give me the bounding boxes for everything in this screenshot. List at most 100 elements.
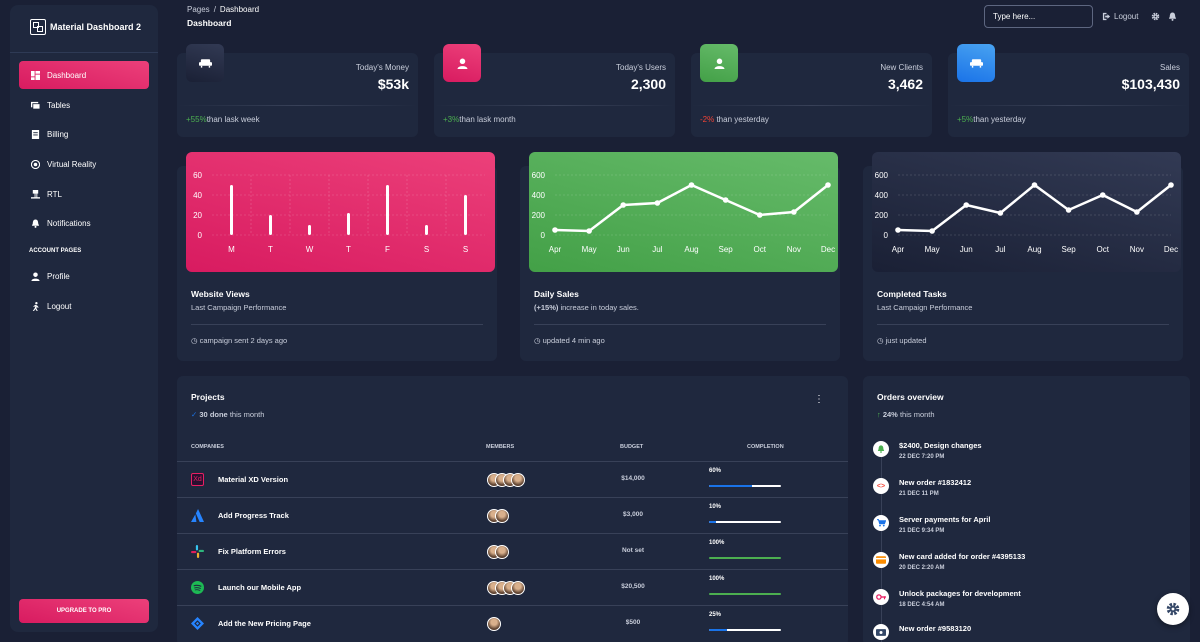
topbar: Pages/Dashboard Dashboard Logout <box>187 0 1200 34</box>
sidebar-item-label: Virtual Reality <box>47 159 97 169</box>
table-row[interactable]: Add the New Pricing Page $500 25% <box>177 605 848 641</box>
table-row[interactable]: Fix Platform Errors Not set 100% <box>177 533 848 569</box>
project-budget-value: $14,000 <box>621 475 645 482</box>
timeline-item[interactable]: <> New order #1832412 21 DEC 11 PM <box>873 478 1173 508</box>
avatar[interactable] <box>487 617 501 631</box>
brand[interactable]: Material Dashboard 2 <box>10 5 158 49</box>
timeline-item[interactable]: New card added for order #4395133 20 DEC… <box>873 552 1173 582</box>
sidebar-item-notifications[interactable]: Notifications <box>19 210 149 238</box>
data-point <box>1134 209 1140 215</box>
stat-value: 3,462 <box>887 76 923 92</box>
search-input[interactable] <box>984 5 1093 28</box>
sidebar-item-billing[interactable]: Billing <box>19 121 149 149</box>
sidebar-item-logout[interactable]: Logout <box>19 292 149 320</box>
timeline-dot <box>873 589 889 605</box>
data-point <box>688 182 695 188</box>
more-vert-icon[interactable]: ⋮ <box>814 394 824 405</box>
table-row[interactable]: Add Progress Track $3,000 10% <box>177 497 848 533</box>
timeline-item[interactable]: Unlock packages for development 18 DEC 4… <box>873 589 1173 619</box>
timeline-item[interactable]: $2400, Design changes 22 DEC 7:20 PM <box>873 441 1173 471</box>
avatar[interactable] <box>511 473 525 487</box>
format-text-direction-icon <box>31 189 40 199</box>
x-tick-label: Oct <box>754 245 767 254</box>
x-tick-label: T <box>346 245 351 254</box>
stat-card-clients: New Clients 3,462 -2% than yesterday <box>691 44 932 137</box>
table-row[interactable]: Launch our Mobile App $20,500 100% <box>177 569 848 605</box>
project-name: Add the New Pricing Page <box>218 619 311 628</box>
sidebar-item-rtl[interactable]: RTL <box>19 180 149 208</box>
bar <box>269 215 272 235</box>
bell-icon <box>31 219 40 229</box>
spotify-icon <box>191 581 204 594</box>
sidebar-item-label: Profile <box>47 271 70 281</box>
upgrade-button[interactable]: UPGRADE TO PRO <box>19 599 149 623</box>
jira-icon <box>191 617 204 630</box>
stat-footer: +55%than lask week <box>186 115 260 124</box>
table-icon <box>31 101 40 110</box>
stat-value: $103,430 <box>1121 76 1180 92</box>
sidebar-item-virtual-reality[interactable]: Virtual Reality <box>19 150 149 178</box>
y-tick-label: 60 <box>193 171 202 180</box>
timeline-item[interactable]: New order #9583120 <box>873 624 1173 642</box>
avatar[interactable] <box>511 581 525 595</box>
clock-icon: ◷ <box>877 336 884 345</box>
data-point <box>1031 182 1038 188</box>
sidebar-nav: Dashboard Tables Billing Virtual Reality… <box>10 53 158 320</box>
logout-arrow-icon <box>1102 12 1111 21</box>
sidebar-item-profile[interactable]: Profile <box>19 262 149 290</box>
y-tick-label: 0 <box>198 231 203 240</box>
x-tick-label: F <box>385 245 390 254</box>
completion-percent: 25% <box>709 612 722 618</box>
divider <box>691 105 932 106</box>
gear-icon[interactable] <box>1151 12 1160 21</box>
divider <box>191 324 483 325</box>
sidebar-item-label: Logout <box>47 301 72 311</box>
projects-subtitle: ✓ 30 done this month <box>191 410 264 419</box>
chart-plot-area: 0 200 400 600 Apr May Jun Jul Aug Sep Oct Nov Dec <box>872 152 1181 272</box>
bar <box>230 185 233 235</box>
chart-subtitle: Last Campaign Performance <box>877 303 973 312</box>
timeline-title: New order #9583120 <box>899 624 972 633</box>
progress-bar <box>709 557 781 559</box>
data-point <box>1065 207 1072 213</box>
bell-icon[interactable] <box>1168 12 1177 21</box>
data-point <box>963 202 970 208</box>
project-name: Fix Platform Errors <box>218 547 286 556</box>
table-header-members: MEMBERS <box>486 444 515 450</box>
breadcrumb-separator: / <box>213 5 216 14</box>
x-tick-label: May <box>582 245 597 254</box>
stat-change-suffix: than lask week <box>206 115 260 124</box>
series-line <box>554 183 829 233</box>
avatar[interactable] <box>495 509 509 523</box>
bar <box>464 195 467 235</box>
y-tick-label: 0 <box>884 231 889 240</box>
settings-fab[interactable] <box>1157 593 1189 625</box>
logout-link[interactable]: Logout <box>1102 12 1138 21</box>
stat-change-suffix: than yesterday <box>973 115 1026 124</box>
stat-label: Today's Users <box>616 63 666 72</box>
data-point <box>825 182 831 188</box>
stat-icon-box <box>443 44 481 82</box>
data-point <box>929 228 935 234</box>
progress-fill <box>709 593 781 595</box>
timeline-dot <box>873 515 889 531</box>
line-chart: 0 200 400 600 Apr May Jun Jul Aug Sep Oct Nov Dec <box>532 171 835 254</box>
table-row[interactable]: Xd Material XD Version $14,000 60% <box>177 461 848 497</box>
clock-icon: ◷ <box>534 336 541 345</box>
sidebar-item-tables[interactable]: Tables <box>19 91 149 119</box>
timeline-title: Unlock packages for development <box>899 589 1021 598</box>
timeline-title: New card added for order #4395133 <box>899 552 1026 561</box>
check-icon: ✓ <box>191 410 198 419</box>
bell-icon <box>877 445 885 453</box>
sidebar-item-dashboard[interactable]: Dashboard <box>19 61 149 89</box>
sidebar-item-label: Dashboard <box>47 70 87 80</box>
breadcrumb-root[interactable]: Pages <box>187 5 210 14</box>
x-tick-label: Sep <box>1062 245 1077 254</box>
chart-footer: ◷ campaign sent 2 days ago <box>191 336 287 345</box>
timeline-time: 21 DEC 11 PM <box>899 491 939 497</box>
avatar[interactable] <box>495 545 509 559</box>
completion-percent: 100% <box>709 540 725 546</box>
y-tick-label: 400 <box>875 191 889 200</box>
table-header-budget: BUDGET <box>620 444 644 450</box>
timeline-item[interactable]: Server payments for April 21 DEC 9:34 PM <box>873 515 1173 545</box>
